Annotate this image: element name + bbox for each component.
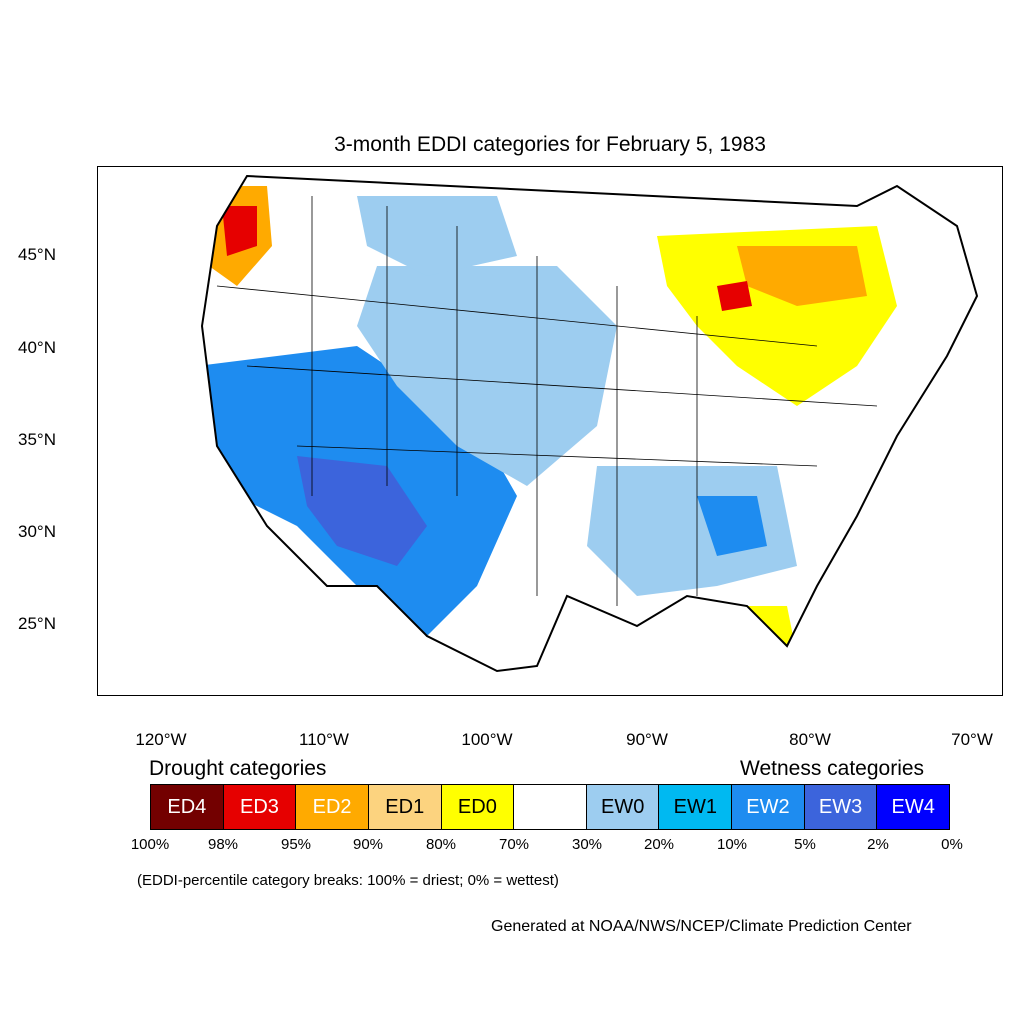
- dry-region-northeast-extreme: [717, 281, 752, 311]
- legend-ew3: EW3: [804, 785, 878, 829]
- lat-label-40n: 40°N: [18, 338, 56, 357]
- legend-ew4: EW4: [877, 785, 950, 829]
- break-label: 10%: [716, 836, 748, 853]
- lat-label-35n: 35°N: [18, 430, 56, 449]
- break-label: 95%: [280, 836, 312, 853]
- us-outline: [200, 174, 979, 673]
- wetness-categories-heading: Wetness categories: [740, 757, 925, 780]
- legend-label: EW4: [891, 795, 935, 818]
- legend-label: ED3: [240, 795, 279, 818]
- legend-label: ED0: [457, 795, 497, 818]
- legend-label: ED2: [312, 795, 352, 818]
- break-label: 0%: [941, 836, 963, 853]
- break-label: 100%: [130, 836, 170, 853]
- legend-ed0: ED0: [441, 785, 515, 829]
- lat-label-25n: 25°N: [18, 614, 56, 633]
- break-label: 90%: [352, 836, 384, 853]
- legend-label: ED1: [385, 795, 425, 818]
- legend-neutral: [514, 785, 587, 829]
- drought-categories-heading: Drought categories: [149, 757, 327, 780]
- lon-label-80w: 80°W: [789, 730, 831, 749]
- break-label: 2%: [867, 836, 889, 853]
- category-legend: ED4 ED3 ED2 ED1 ED0 EW0 EW1 EW2 EW3 EW4: [150, 784, 950, 830]
- wet-region-southwest-core: [297, 456, 427, 566]
- legend-ew0: EW0: [586, 785, 660, 829]
- legend-label: EW3: [818, 795, 863, 818]
- break-label: 5%: [794, 836, 816, 853]
- wet-region-georgia: [697, 496, 767, 556]
- legend-label: EW0: [600, 795, 645, 818]
- lon-label-110w: 110°W: [299, 730, 349, 749]
- map-title: 3-month EDDI categories for February 5, …: [334, 133, 766, 156]
- wet-region-central: [357, 266, 617, 486]
- legend-label: EW2: [746, 795, 790, 818]
- eddi-map: [97, 166, 1003, 696]
- break-label: 80%: [425, 836, 457, 853]
- lon-label-120w: 120°W: [135, 730, 187, 749]
- legend-label: EW1: [673, 795, 717, 818]
- dry-region-northeast-core: [737, 246, 867, 306]
- legend-ed2: ED2: [296, 785, 369, 829]
- dry-region-northwest-core: [222, 206, 257, 256]
- legend-ed1: ED1: [368, 785, 442, 829]
- legend-ew1: EW1: [659, 785, 733, 829]
- lon-label-90w: 90°W: [626, 730, 668, 749]
- legend-label: ED4: [167, 795, 207, 818]
- lon-label-100w: 100°W: [461, 730, 513, 749]
- legend-ew2: EW2: [732, 785, 805, 829]
- lat-label-45n: 45°N: [18, 245, 56, 264]
- credit-line: Generated at NOAA/NWS/NCEP/Climate Predi…: [491, 918, 912, 935]
- break-label: 70%: [498, 836, 530, 853]
- legend-ed4: ED4: [151, 785, 224, 829]
- legend-ed3: ED3: [223, 785, 297, 829]
- category-breaks-note: (EDDI-percentile category breaks: 100% =…: [137, 872, 559, 889]
- lat-label-30n: 30°N: [18, 522, 56, 541]
- wet-region-north: [357, 196, 517, 276]
- state-lines: [216, 196, 878, 606]
- break-label: 98%: [207, 836, 239, 853]
- lon-label-70w: 70°W: [951, 730, 993, 749]
- break-label: 20%: [643, 836, 675, 853]
- break-label: 30%: [571, 836, 603, 853]
